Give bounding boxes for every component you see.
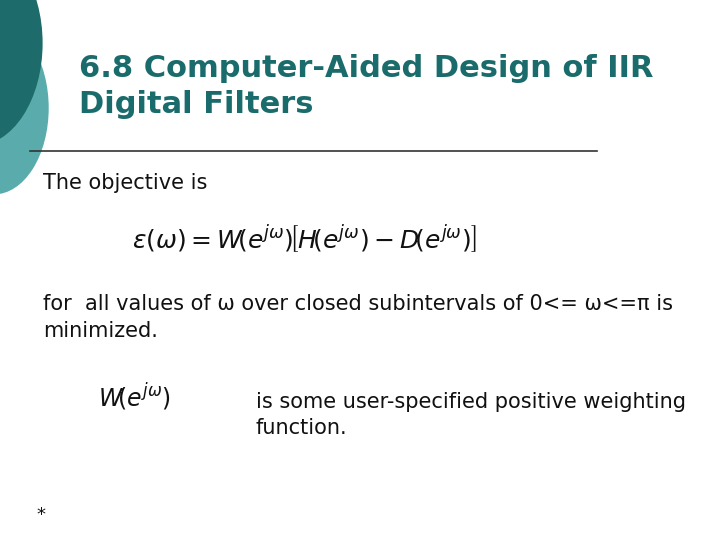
Ellipse shape (0, 22, 49, 194)
Ellipse shape (0, 0, 42, 146)
Text: is some user-specified positive weighting
function.: is some user-specified positive weightin… (256, 392, 685, 438)
Text: $W\!\left(e^{j\omega}\right)$: $W\!\left(e^{j\omega}\right)$ (98, 381, 171, 413)
Text: 6.8 Computer-Aided Design of IIR
Digital Filters: 6.8 Computer-Aided Design of IIR Digital… (79, 54, 654, 119)
Text: The objective is: The objective is (42, 173, 207, 193)
Text: $\varepsilon(\omega) = W\!\left(e^{j\omega}\right)\!\left[H\!\left(e^{j\omega}\r: $\varepsilon(\omega) = W\!\left(e^{j\ome… (132, 224, 477, 256)
Text: for  all values of ω over closed subintervals of 0<= ω<=π is
minimized.: for all values of ω over closed subinter… (42, 294, 672, 341)
Text: *: * (37, 506, 45, 524)
